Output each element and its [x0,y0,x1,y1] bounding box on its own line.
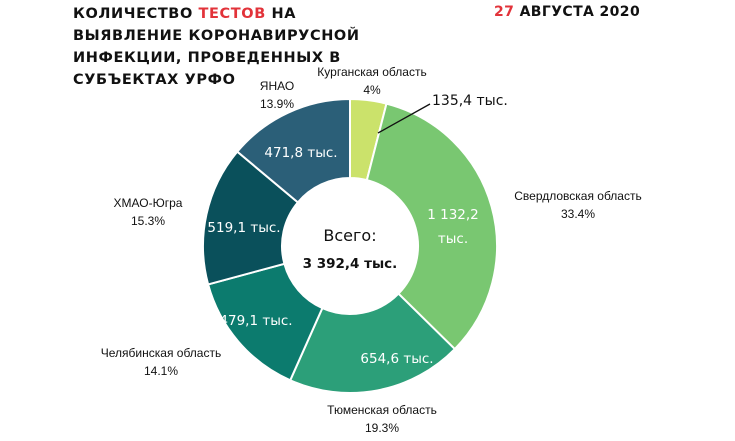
callout-line [377,103,431,134]
slice-percent-3: 14.1% [144,364,178,378]
slice-name-0: Курганская область [317,65,426,79]
center-label: Всего: [323,226,376,245]
donut-hole [282,178,418,314]
slice-value-label-5: 471,8 тыс. [264,145,337,161]
slice-percent-1: 33.4% [561,207,595,221]
slice-name-2: Тюменская область [327,403,437,417]
date-day: 27 [494,4,515,20]
slice-percent-0: 4% [363,83,381,97]
slice-name-4: ХМАО-Югра [114,196,183,210]
chart-date: 27 АВГУСТА 2020 [494,4,640,20]
slice-name-1: Свердловская область [514,189,641,203]
slice-value-label-2: 654,6 тыс. [360,351,433,367]
slice-percent-4: 15.3% [131,214,165,228]
left-margin [0,0,58,441]
title-part2: НА ВЫЯВЛЕНИЕ КОРОНАВИРУСНОЙ ИНФЕКЦИИ, ПР… [73,6,360,88]
slice-percent-5: 13.9% [260,97,294,111]
title-accent: ТЕСТОВ [198,6,266,22]
date-rest: АВГУСТА 2020 [514,4,641,20]
slice-name-3: Челябинская область [101,346,221,360]
chart-title: КОЛИЧЕСТВО ТЕСТОВ НА ВЫЯВЛЕНИЕ КОРОНАВИР… [73,3,373,91]
slice-value-label-1: 1 132,2 тыс. [427,207,479,247]
slice-percent-2: 19.3% [365,421,399,435]
right-margin [641,0,735,441]
center-total: 3 392,4 тыс. [303,256,398,272]
slice-value-label-3: 479,1 тыс. [219,313,292,329]
slice-name-5: ЯНАО [260,79,294,93]
callout-value-label: 135,4 тыс. [432,93,508,109]
title-part1: КОЛИЧЕСТВО [73,6,199,22]
slice-value-label-4: 519,1 тыс. [207,220,280,236]
